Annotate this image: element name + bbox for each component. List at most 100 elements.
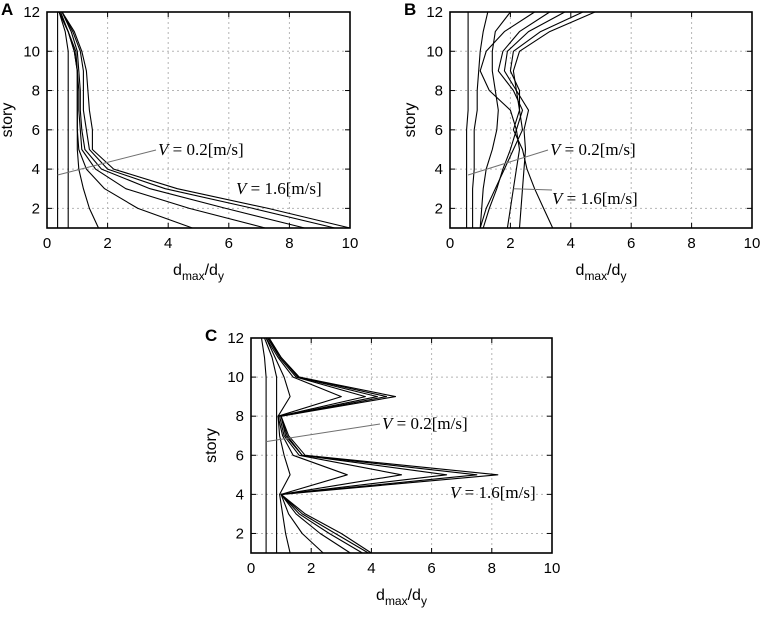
x-tick-label: 0 xyxy=(247,560,255,577)
chart-panel-A: 0 2 4 6 8 10 2 4 6 8 10 12 story dmax/dy A V = 0.2[m/s]… xyxy=(0,0,358,283)
series-line-5 xyxy=(60,11,266,229)
y-tick-label: 10 xyxy=(23,43,40,60)
x-tick-label: 4 xyxy=(367,560,375,577)
series-line-8 xyxy=(268,337,499,554)
y-tick-label: 12 xyxy=(227,330,244,347)
series-line-7 xyxy=(509,11,584,229)
series-line-3 xyxy=(265,337,291,554)
series-line-6 xyxy=(61,11,305,229)
annotation-value: = 1.6[m/s] xyxy=(246,179,321,198)
x-axis-label-part: /d xyxy=(205,262,218,279)
x-axis-label-part: /d xyxy=(408,587,421,604)
y-tick-label: 8 xyxy=(32,83,40,100)
annotation-leader-line xyxy=(513,188,553,191)
x-tick-label: 2 xyxy=(506,235,514,252)
annotation-leader-line xyxy=(57,149,157,176)
x-tick-label: 4 xyxy=(567,235,575,252)
speed-annotation: V = 1.6[m/s] xyxy=(236,179,322,198)
y-tick-label: 12 xyxy=(426,4,443,21)
x-axis-label: dmax/dy xyxy=(576,262,627,283)
x-tick-label: 2 xyxy=(307,560,315,577)
y-tick-label: 8 xyxy=(236,408,244,425)
x-tick-label: 10 xyxy=(342,235,359,252)
y-tick-label: 2 xyxy=(236,525,244,542)
x-axis-label-part: d xyxy=(576,262,585,279)
y-tick-label: 6 xyxy=(236,447,244,464)
y-tick-label: 4 xyxy=(236,486,244,503)
y-tick-label: 2 xyxy=(435,200,443,217)
speed-annotation: V = 0.2[m/s] xyxy=(550,140,636,159)
x-axis-label-part: y xyxy=(421,594,427,608)
panel-label: A xyxy=(1,0,13,19)
speed-annotation: V = 1.6[m/s] xyxy=(450,483,536,502)
annotation-variable: V xyxy=(552,189,565,208)
y-tick-label: 6 xyxy=(32,122,40,139)
x-tick-label: 4 xyxy=(164,235,172,252)
series-line-2 xyxy=(58,11,69,228)
annotation-leader-line xyxy=(265,423,381,443)
x-axis-label-part: y xyxy=(218,269,224,283)
series-line-4 xyxy=(479,11,535,229)
speed-annotation: V = 0.2[m/s] xyxy=(382,414,468,433)
plot-frame xyxy=(46,11,351,229)
series-line-5 xyxy=(497,11,550,229)
x-tick-label: 2 xyxy=(103,235,111,252)
x-tick-label: 6 xyxy=(225,235,233,252)
x-tick-label: 0 xyxy=(43,235,51,252)
series-line-1 xyxy=(260,337,267,553)
speed-annotation: V = 1.6[m/s] xyxy=(552,189,638,208)
plot-frame xyxy=(449,11,753,229)
x-tick-label: 6 xyxy=(627,235,635,252)
x-tick-label: 8 xyxy=(285,235,293,252)
annotation-variable: V xyxy=(236,179,249,198)
y-tick-label: 4 xyxy=(435,161,443,178)
x-axis-label-part: /d xyxy=(607,262,620,279)
x-axis-label-part: y xyxy=(620,269,626,283)
annotation-value: = 1.6[m/s] xyxy=(562,189,637,208)
x-tick-label: 8 xyxy=(488,560,496,577)
series-line-2 xyxy=(472,11,489,228)
y-tick-label: 12 xyxy=(23,4,40,21)
series-line-8 xyxy=(479,11,596,229)
y-tick-label: 10 xyxy=(426,43,443,60)
series-line-2 xyxy=(263,337,278,553)
x-axis-label-part: d xyxy=(376,587,385,604)
chart-panel-C: 0 2 4 6 8 10 2 4 6 8 10 12 story dmax/dy C V = 0.2[m/s]… xyxy=(203,326,560,608)
y-tick-label: 2 xyxy=(32,200,40,217)
y-tick-label: 6 xyxy=(435,122,443,139)
panel-label: B xyxy=(404,0,416,19)
y-tick-label: 8 xyxy=(435,83,443,100)
x-axis-label-part: max xyxy=(182,269,205,283)
x-tick-label: 0 xyxy=(446,235,454,252)
y-axis-label: story xyxy=(402,103,419,138)
annotation-value: = 0.2[m/s] xyxy=(560,140,635,159)
x-tick-label: 10 xyxy=(544,560,561,577)
y-axis-label: story xyxy=(0,103,16,138)
x-axis-label-part: max xyxy=(385,594,408,608)
series-line-7 xyxy=(268,337,478,554)
series-line-4 xyxy=(58,11,193,229)
y-tick-label: 10 xyxy=(227,369,244,386)
series-line-3 xyxy=(479,11,511,229)
series-line-8 xyxy=(61,11,351,229)
annotation-variable: V xyxy=(550,140,563,159)
x-tick-label: 10 xyxy=(744,235,761,252)
annotation-value: = 1.6[m/s] xyxy=(460,483,535,502)
annotation-variable: V xyxy=(382,414,395,433)
annotation-variable: V xyxy=(450,483,463,502)
series-line-6 xyxy=(503,11,566,229)
panel-label: C xyxy=(205,326,217,345)
chart-panel-B: 0 2 4 6 8 10 2 4 6 8 10 12 story dmax/dy B V = 0.2[m/s]… xyxy=(402,0,760,283)
x-axis-label-part: max xyxy=(584,269,607,283)
annotation-value: = 0.2[m/s] xyxy=(168,140,243,159)
x-axis-label: dmax/dy xyxy=(376,587,427,608)
plot-frame xyxy=(250,337,553,554)
y-axis-label: story xyxy=(203,428,220,463)
series-line-6 xyxy=(267,337,448,554)
series-line-5 xyxy=(267,337,403,554)
x-tick-label: 8 xyxy=(687,235,695,252)
annotation-leader-line xyxy=(467,149,549,176)
x-axis-label: dmax/dy xyxy=(173,262,224,283)
